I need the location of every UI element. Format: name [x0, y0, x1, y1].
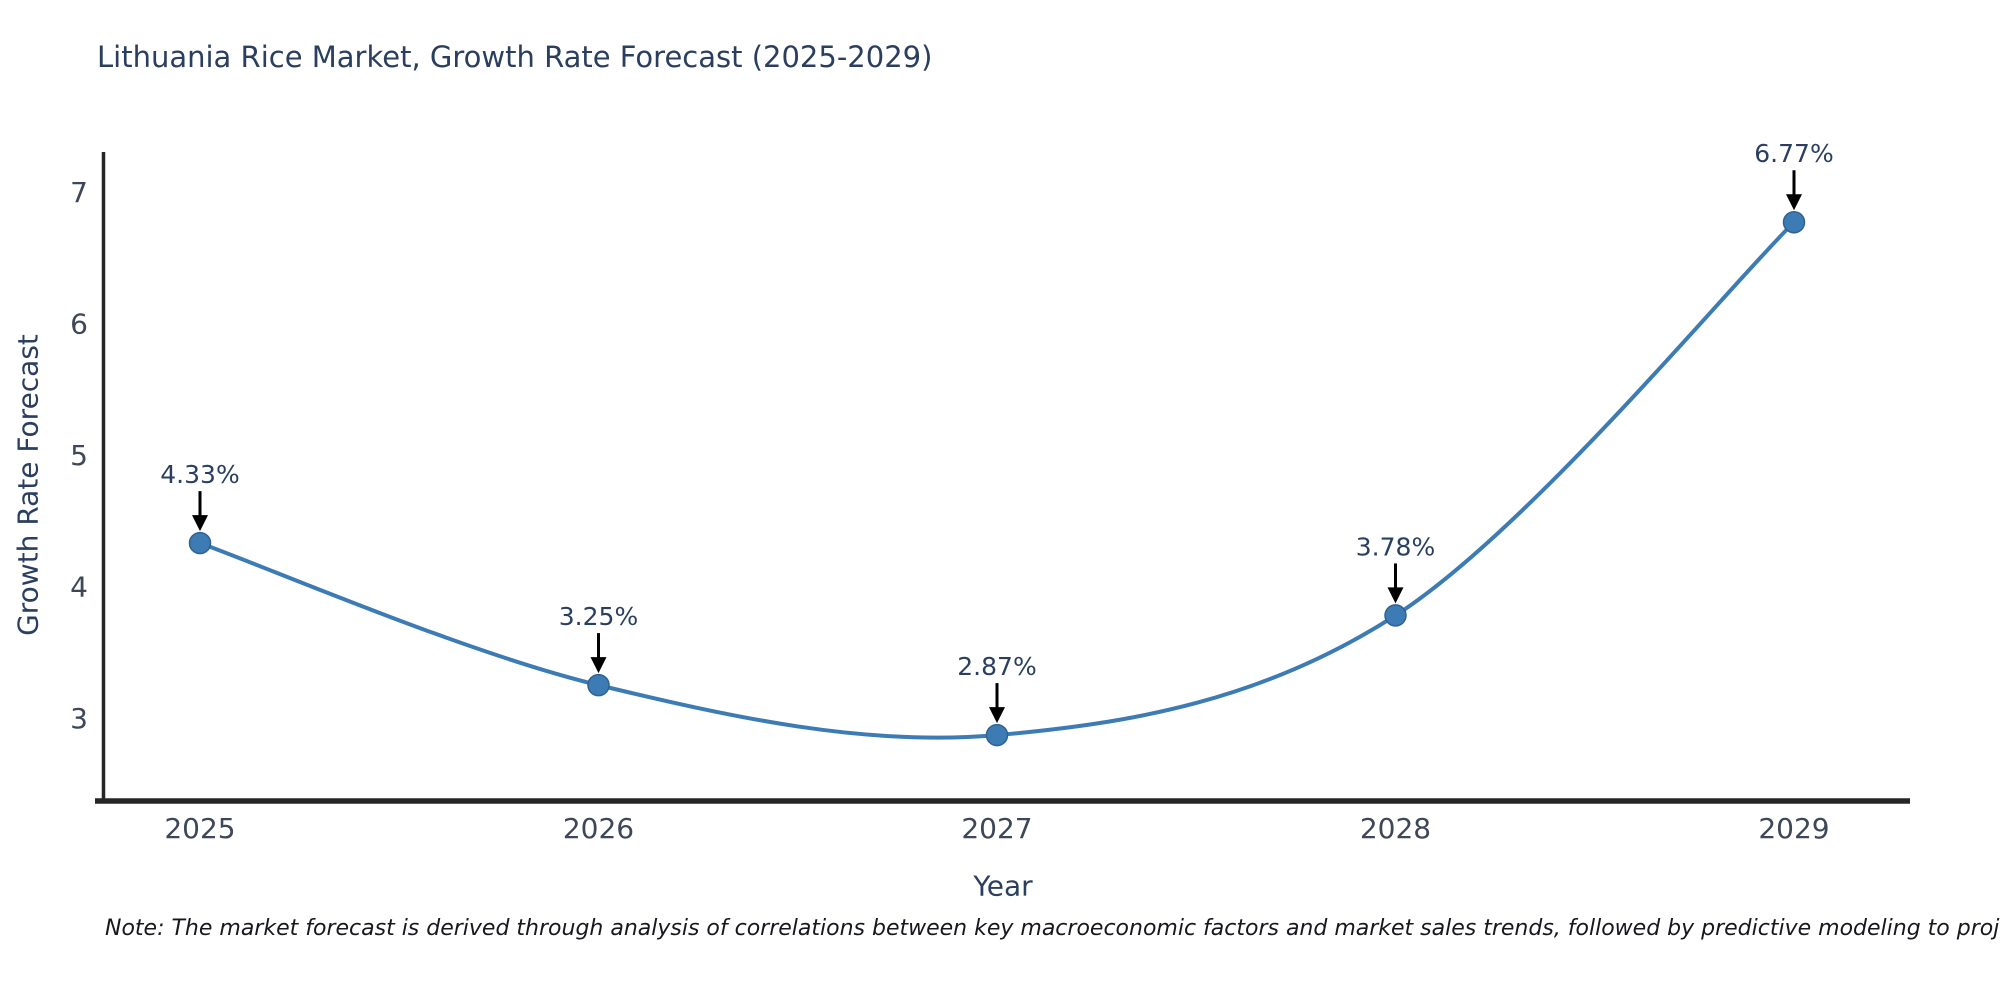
data-point-marker[interactable]	[985, 723, 1009, 747]
x-tick-label: 2025	[164, 812, 235, 845]
x-tick-label: 2029	[1758, 812, 1829, 845]
annotation-arrow-head-icon	[192, 515, 208, 532]
data-point-marker[interactable]	[1384, 604, 1407, 627]
x-tick-label: 2026	[563, 812, 634, 845]
chart-title: Lithuania Rice Market, Growth Rate Forec…	[97, 40, 933, 74]
x-tick-label: 2028	[1360, 812, 1431, 845]
y-tick-label: 3	[70, 702, 88, 735]
data-point-marker[interactable]	[1782, 210, 1806, 234]
annotation-arrow-head-icon	[590, 657, 607, 674]
annotation-arrow-head-icon	[989, 707, 1005, 724]
data-point-marker[interactable]	[587, 673, 610, 697]
annotation-arrow-head-icon	[1387, 587, 1404, 604]
x-tick-label: 2027	[961, 812, 1032, 845]
y-tick-labels: 3 4 5 6 7	[70, 176, 88, 735]
point-value-label: 3.78%	[1356, 532, 1435, 561]
x-tick-labels: 2025 2026 2027 2028 2029	[164, 812, 1829, 845]
point-value-label: 6.77%	[1754, 139, 1833, 168]
x-axis-title: Year	[973, 869, 1033, 903]
footnote: Note: The market forecast is derived thr…	[105, 916, 2000, 941]
y-tick-label: 4	[70, 571, 88, 604]
axes	[95, 152, 1910, 804]
y-tick-label: 7	[70, 176, 88, 209]
point-value-label: 3.25%	[559, 602, 638, 631]
point-value-label: 4.33%	[160, 460, 239, 489]
y-tick-label: 6	[70, 308, 88, 341]
y-tick-label: 5	[70, 439, 88, 472]
point-value-label: 2.87%	[957, 652, 1036, 681]
annotation-arrow-head-icon	[1786, 194, 1802, 211]
data-point-markers	[188, 210, 1806, 747]
data-point-marker[interactable]	[188, 531, 212, 555]
point-annotations: 4.33% 3.25% 2.87% 3.78% 6.77%	[160, 139, 1834, 724]
